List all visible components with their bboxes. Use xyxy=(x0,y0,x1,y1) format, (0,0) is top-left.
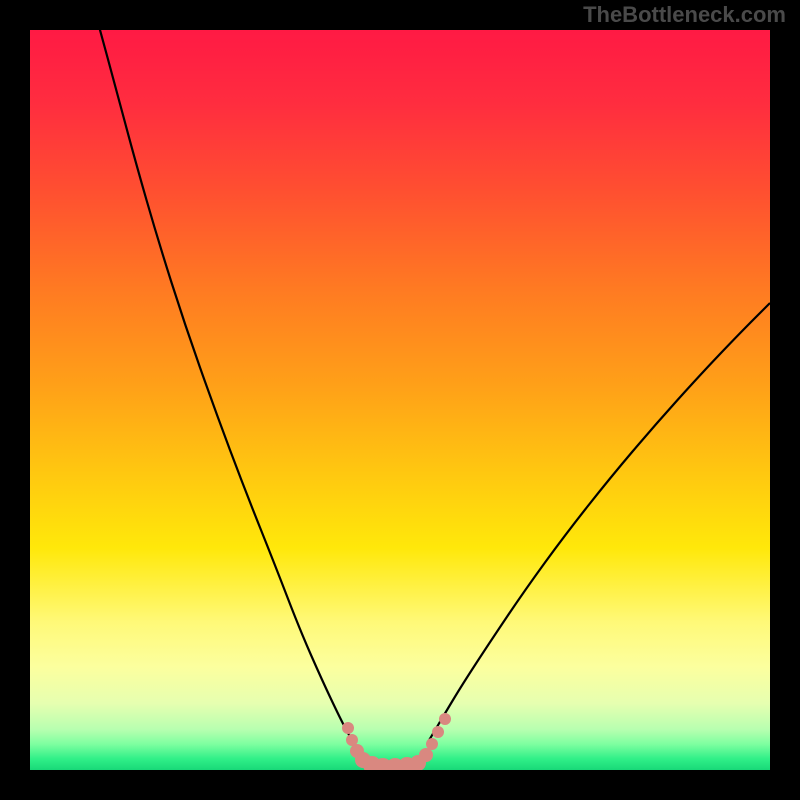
plot-area xyxy=(30,30,770,770)
bottleneck-chart: TheBottleneck.com xyxy=(0,0,800,800)
watermark-text: TheBottleneck.com xyxy=(583,2,786,28)
gradient-background xyxy=(30,30,770,770)
